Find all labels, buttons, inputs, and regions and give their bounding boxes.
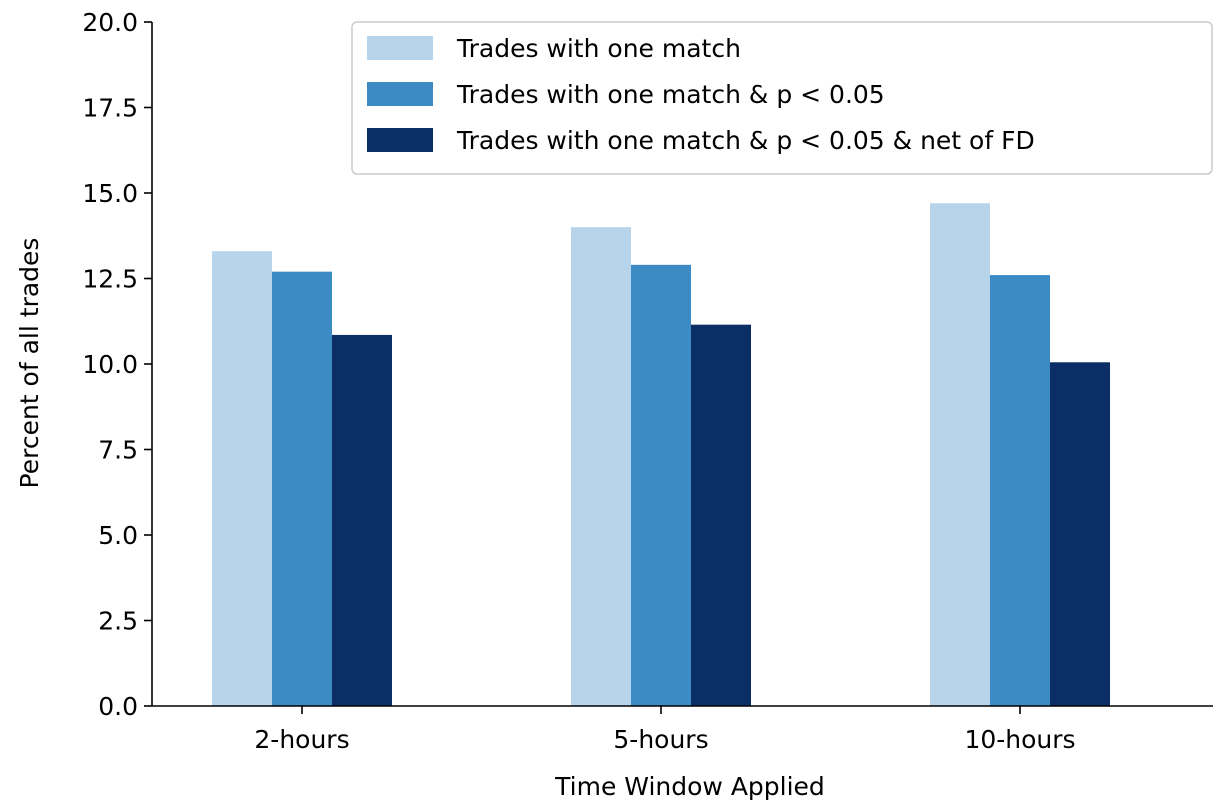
y-axis-title: Percent of all trades [15, 238, 44, 489]
bar-5-hours-series-3 [691, 324, 751, 706]
bar-5-hours-series-2 [631, 264, 691, 706]
bar-2-hours-series-3 [332, 334, 392, 706]
y-tick-label: 0.0 [98, 692, 138, 721]
x-axis-title: Time Window Applied [554, 772, 825, 801]
legend-label-1: Trades with one match [456, 34, 741, 63]
legend: Trades with one match Trades with one mat… [351, 21, 1213, 175]
legend-swatch-1 [367, 36, 433, 60]
y-tick-label: 12.5 [82, 265, 138, 294]
y-tick-label: 10.0 [82, 350, 138, 379]
y-tick-label: 20.0 [82, 8, 138, 37]
x-tick-label: 10-hours [964, 725, 1075, 754]
x-axis: 2-hours 5-hours 10-hours [152, 705, 1213, 754]
bar-10-hours-series-2 [990, 275, 1050, 706]
bar-5-hours-series-1 [571, 227, 631, 706]
y-tick-label: 5.0 [98, 521, 138, 550]
legend-label-2: Trades with one match & p < 0.05 [456, 80, 885, 109]
x-tick-label: 2-hours [254, 725, 349, 754]
bar-10-hours-series-3 [1050, 362, 1110, 706]
legend-swatch-2 [367, 82, 433, 106]
y-tick-label: 2.5 [98, 607, 138, 636]
y-tick-label: 17.5 [82, 94, 138, 123]
legend-box [351, 21, 1213, 175]
legend-swatch-3 [367, 128, 433, 152]
bar-10-hours-series-1 [930, 203, 990, 706]
y-tick-label: 7.5 [98, 436, 138, 465]
x-tick-label: 5-hours [613, 725, 708, 754]
y-axis: 0.0 2.5 5.0 7.5 10.0 12.5 15.0 17.5 20.0 [82, 8, 153, 721]
y-tick-label: 15.0 [82, 179, 138, 208]
bars-group [212, 203, 1110, 706]
bar-2-hours-series-2 [272, 271, 332, 706]
bar-2-hours-series-1 [212, 251, 272, 706]
legend-label-3: Trades with one match & p < 0.05 & net o… [456, 126, 1035, 155]
